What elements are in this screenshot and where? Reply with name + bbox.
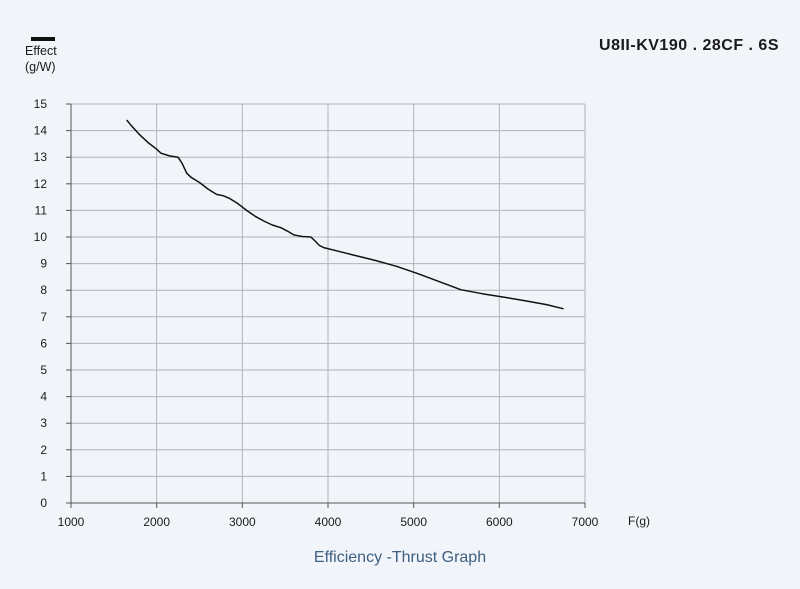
- y-tick-label: 10: [34, 230, 48, 244]
- y-tick-label: 12: [34, 177, 48, 191]
- x-tick-label: 1000: [58, 515, 85, 529]
- x-tick-label: 6000: [486, 515, 513, 529]
- y-tick-label: 15: [34, 97, 48, 111]
- legend-label: Effect: [25, 44, 57, 58]
- chart-title: U8II-KV190 . 28CF . 6S: [599, 37, 779, 54]
- x-axis-label: F(g): [628, 514, 650, 528]
- legend-swatch: [31, 37, 55, 41]
- grid: [70, 103, 586, 504]
- y-tick-label: 1: [40, 469, 47, 483]
- x-tick-labels: 1000 2000 3000 4000 5000 6000 7000: [58, 515, 599, 529]
- series-line: [126, 119, 564, 310]
- series-group: [126, 119, 564, 310]
- y-tick-label: 8: [40, 283, 47, 297]
- y-tick-label: 13: [34, 150, 48, 164]
- y-tick-label: 3: [40, 416, 47, 430]
- x-tick-label: 4000: [315, 515, 342, 529]
- y-tick-label: 5: [40, 363, 47, 377]
- y-tick-label: 6: [40, 336, 47, 350]
- y-tick-label: 2: [40, 443, 47, 457]
- x-tick-label: 3000: [229, 515, 256, 529]
- axes: [66, 103, 586, 508]
- y-tick-label: 7: [40, 310, 47, 324]
- x-tick-label: 5000: [400, 515, 427, 529]
- y-tick-label: 11: [35, 203, 48, 217]
- y-tick-label: 4: [40, 390, 47, 404]
- y-tick-label: 0: [40, 496, 47, 510]
- y-axis-unit: (g/W): [25, 60, 56, 74]
- x-tick-label: 7000: [572, 515, 599, 529]
- x-tick-label: 2000: [143, 515, 170, 529]
- y-tick-label: 14: [34, 124, 48, 138]
- chart-caption: Efficiency -Thrust Graph: [313, 549, 487, 566]
- y-tick-label: 9: [40, 257, 47, 271]
